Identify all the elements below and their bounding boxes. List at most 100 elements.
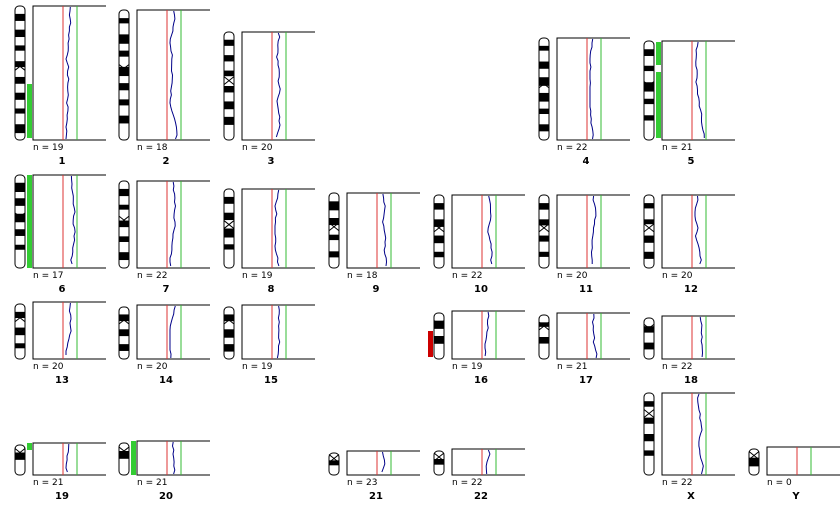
band — [224, 329, 234, 338]
aberration-bar — [131, 441, 136, 475]
band — [119, 66, 129, 77]
band — [224, 212, 234, 221]
profile-frame — [766, 446, 840, 476]
profile-frame — [556, 37, 630, 141]
sample-count: n = 22 — [662, 478, 692, 488]
centromere — [643, 223, 655, 233]
sample-count: n = 20 — [662, 271, 693, 281]
chromosome-panel: n = 21 19 — [14, 442, 106, 502]
centromere — [118, 315, 130, 325]
band — [224, 244, 234, 250]
aberration-bar — [27, 84, 32, 138]
chromosome-panel: n = 19 15 — [223, 304, 315, 386]
band — [119, 115, 129, 124]
chromosome-panel: n = 21 17 — [538, 312, 630, 386]
band — [224, 55, 234, 62]
band — [15, 45, 25, 51]
ratio-profile — [591, 313, 598, 359]
band — [224, 196, 234, 204]
profile-frame — [451, 310, 525, 360]
sample-count: n = 22 — [137, 271, 167, 281]
profile-frame — [661, 315, 735, 360]
band — [539, 203, 549, 210]
band — [329, 460, 339, 466]
aberration-bar — [656, 42, 661, 65]
band — [749, 457, 759, 467]
sample-count: n = 22 — [662, 362, 692, 372]
sample-count: n = 0 — [767, 478, 792, 488]
ratio-profile — [65, 302, 72, 355]
band — [119, 344, 129, 351]
band — [119, 329, 129, 337]
band — [15, 229, 25, 236]
profile-frame — [661, 194, 735, 269]
band — [644, 434, 654, 442]
ratio-profile — [699, 316, 704, 358]
chromosome-panel: n = 22 22 — [433, 448, 525, 502]
ratio-profile — [485, 449, 491, 475]
chromosome-label: 19 — [55, 491, 69, 502]
sample-count: n = 17 — [33, 271, 63, 281]
band — [224, 116, 234, 125]
band — [15, 452, 25, 460]
band — [644, 450, 654, 456]
band — [434, 336, 444, 344]
sample-count: n = 19 — [242, 362, 273, 372]
profile-frame — [661, 40, 735, 141]
band — [15, 343, 25, 349]
chromosome-panel: n = 20 12 — [643, 194, 735, 295]
ratio-profile — [276, 305, 281, 359]
band — [329, 201, 339, 211]
sample-count: n = 22 — [557, 143, 587, 153]
centromere — [538, 321, 550, 331]
ratio-profile — [697, 393, 704, 475]
sample-count: n = 22 — [452, 478, 482, 488]
centromere — [223, 220, 235, 229]
chromosome-panel: n = 22 10 — [433, 194, 525, 295]
band — [539, 61, 549, 69]
chromosome-panel: n = 19 8 — [223, 188, 315, 295]
band — [644, 82, 654, 92]
profile-frame — [451, 448, 525, 476]
band — [434, 251, 444, 258]
ratio-profile — [65, 6, 72, 140]
chromosome-panel: n = 23 21 — [328, 450, 420, 502]
profile-frame — [451, 194, 525, 269]
band — [119, 204, 129, 210]
chromosome-label: 20 — [159, 491, 173, 502]
chromosome-panel: n = 22 4 — [538, 37, 630, 167]
band — [539, 124, 549, 132]
sample-count: n = 18 — [347, 271, 378, 281]
chromosome-panel: n = 20 3 — [223, 31, 315, 167]
band — [644, 49, 654, 56]
chromosome-label: X — [687, 491, 695, 502]
profile-frame — [32, 174, 106, 269]
chromosome-panel: n = 22 18 — [643, 315, 735, 386]
sample-count: n = 20 — [557, 271, 588, 281]
centromere — [643, 81, 655, 90]
band — [15, 327, 25, 336]
band — [644, 326, 654, 333]
ratio-profile — [171, 441, 176, 475]
band — [539, 108, 549, 115]
band — [434, 235, 444, 244]
chromosome-label: 6 — [59, 284, 66, 295]
band — [644, 251, 654, 259]
ratio-profile — [169, 181, 177, 267]
band — [119, 236, 129, 242]
chromosome-panel: n = 22 X — [643, 392, 735, 502]
chromosome-label: 7 — [163, 284, 170, 295]
centromere — [118, 215, 130, 225]
chromosome-label: 18 — [684, 375, 698, 386]
band — [539, 235, 549, 242]
band — [644, 65, 654, 72]
chromosome-label: 10 — [474, 284, 488, 295]
centromere — [118, 446, 130, 456]
profile-frame — [241, 304, 315, 360]
chromosome-label: 9 — [373, 284, 380, 295]
band — [15, 124, 25, 134]
chromosome-label: 22 — [474, 491, 488, 502]
sample-count: n = 21 — [33, 478, 63, 488]
band — [329, 234, 339, 241]
aberration-bar — [428, 331, 433, 357]
